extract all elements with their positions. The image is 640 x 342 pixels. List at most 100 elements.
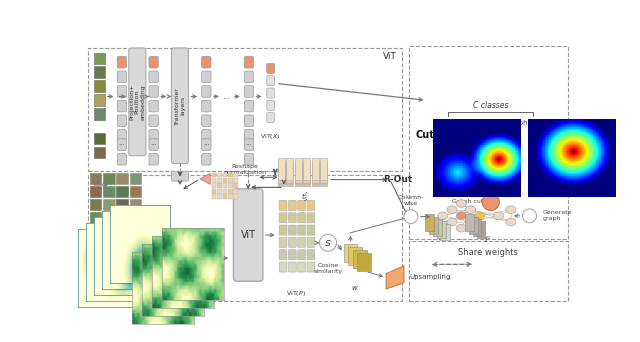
Bar (312, 164, 319, 186)
FancyBboxPatch shape (289, 213, 296, 223)
Ellipse shape (447, 206, 457, 213)
FancyBboxPatch shape (117, 71, 127, 83)
FancyBboxPatch shape (202, 115, 211, 127)
FancyBboxPatch shape (279, 200, 287, 210)
Bar (103, 199, 116, 211)
Bar (228, 194, 233, 199)
Bar (234, 173, 238, 177)
FancyBboxPatch shape (244, 71, 253, 83)
Ellipse shape (493, 212, 504, 220)
Bar (223, 189, 227, 194)
Text: ...: ... (203, 140, 210, 146)
FancyBboxPatch shape (307, 237, 315, 247)
Bar (465, 214, 474, 231)
FancyBboxPatch shape (267, 100, 275, 110)
Bar (286, 158, 293, 180)
Bar (88, 48, 402, 171)
FancyBboxPatch shape (307, 225, 315, 235)
Text: Graph cut: Graph cut (452, 199, 483, 205)
Bar (217, 184, 222, 188)
FancyBboxPatch shape (202, 71, 211, 83)
Text: Column-
wise: Column- wise (397, 195, 424, 206)
Bar (410, 47, 568, 239)
FancyBboxPatch shape (149, 71, 158, 83)
Bar (94, 66, 105, 78)
Bar (90, 173, 102, 185)
Text: ViT: ViT (383, 52, 397, 61)
Bar (129, 186, 142, 198)
FancyBboxPatch shape (202, 56, 211, 68)
Bar (286, 164, 293, 186)
FancyBboxPatch shape (289, 225, 296, 235)
Bar (228, 189, 233, 194)
Text: $w$: $w$ (351, 284, 359, 292)
Ellipse shape (475, 212, 485, 220)
FancyBboxPatch shape (244, 139, 253, 150)
Bar (116, 212, 129, 224)
Bar (294, 164, 301, 186)
FancyBboxPatch shape (307, 250, 315, 260)
FancyBboxPatch shape (298, 250, 305, 260)
Circle shape (522, 209, 536, 223)
Text: Hadamard
product: Hadamard product (145, 260, 178, 271)
Bar (129, 173, 142, 185)
FancyBboxPatch shape (298, 225, 305, 235)
FancyBboxPatch shape (289, 237, 296, 247)
FancyBboxPatch shape (279, 237, 287, 247)
Bar (278, 158, 285, 180)
Bar (410, 241, 568, 301)
Text: Reshape
normalization: Reshape normalization (223, 164, 267, 175)
Bar (278, 164, 285, 186)
Text: Transformer
layers: Transformer layers (175, 87, 186, 124)
Bar (228, 173, 233, 177)
Text: Upsampling: Upsampling (410, 274, 451, 280)
FancyBboxPatch shape (117, 86, 127, 97)
FancyBboxPatch shape (149, 139, 158, 150)
Bar (234, 194, 238, 199)
Text: "zebra": "zebra" (451, 120, 476, 126)
FancyBboxPatch shape (117, 130, 127, 141)
FancyBboxPatch shape (298, 200, 305, 210)
Ellipse shape (465, 218, 476, 226)
Text: R-Out: R-Out (383, 175, 412, 184)
Polygon shape (386, 266, 404, 289)
Bar (94, 80, 105, 92)
FancyBboxPatch shape (267, 88, 275, 98)
FancyBboxPatch shape (279, 262, 287, 272)
Text: s: s (325, 238, 331, 248)
Bar (90, 199, 102, 211)
Text: ...: ... (150, 140, 157, 146)
Bar (294, 161, 301, 183)
Circle shape (319, 234, 337, 251)
FancyBboxPatch shape (129, 48, 146, 156)
FancyBboxPatch shape (202, 100, 211, 112)
Ellipse shape (438, 212, 448, 220)
FancyBboxPatch shape (279, 213, 287, 223)
Text: Cut: Cut (415, 130, 435, 140)
Text: Cosine
similarity: Cosine similarity (314, 263, 342, 274)
Bar (90, 186, 102, 198)
FancyBboxPatch shape (149, 154, 158, 165)
Text: $G$: $G$ (471, 225, 479, 236)
Bar (286, 161, 293, 183)
Bar (90, 212, 102, 224)
Bar (477, 221, 485, 238)
Bar (303, 164, 310, 186)
FancyBboxPatch shape (298, 237, 305, 247)
Ellipse shape (456, 212, 467, 220)
FancyBboxPatch shape (117, 56, 127, 68)
Bar (217, 189, 222, 194)
Ellipse shape (506, 206, 516, 213)
FancyBboxPatch shape (117, 154, 127, 165)
FancyBboxPatch shape (202, 154, 211, 165)
Text: C classes: C classes (473, 101, 509, 110)
Bar (129, 199, 142, 211)
Bar (116, 173, 129, 185)
Bar (212, 173, 216, 177)
Bar (212, 189, 216, 194)
Text: ···: ··· (491, 120, 499, 129)
Text: ...: ... (222, 92, 230, 101)
Bar (320, 164, 327, 186)
FancyBboxPatch shape (149, 86, 158, 97)
FancyBboxPatch shape (149, 130, 158, 141)
